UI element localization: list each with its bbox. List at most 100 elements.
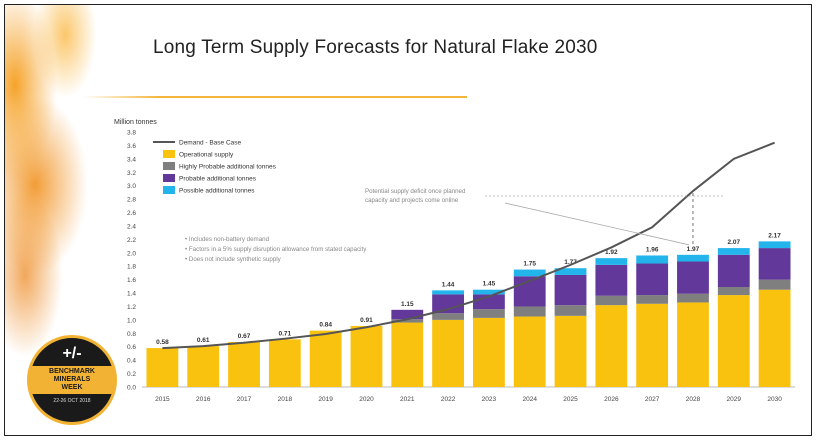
bar-segment — [432, 319, 465, 387]
bar-segment — [677, 261, 709, 294]
page-title: Long Term Supply Forecasts for Natural F… — [153, 37, 598, 58]
legend-label: Probable additional tonnes — [179, 176, 257, 183]
x-tick-label: 2026 — [604, 396, 619, 403]
y-tick-label: 3.2 — [127, 170, 136, 177]
x-tick-label: 2029 — [727, 396, 742, 403]
bar-segment — [513, 269, 546, 277]
bar-segment — [513, 306, 546, 317]
x-tick-label: 2024 — [522, 396, 537, 403]
bar-segment — [228, 342, 260, 387]
bar-segment — [472, 289, 505, 295]
bar-total-label: 1.97 — [687, 246, 700, 253]
bar-segment — [677, 254, 709, 262]
bar-total-label: 1.15 — [401, 301, 414, 308]
bar-total-label: 0.58 — [156, 339, 169, 346]
bar-segment — [554, 315, 587, 387]
bar-segment — [636, 263, 669, 296]
y-tick-label: 2.0 — [127, 250, 136, 257]
bar-segment — [432, 294, 465, 314]
x-tick-label: 2022 — [441, 396, 456, 403]
bar-segment — [472, 317, 505, 387]
bar-segment — [146, 348, 179, 387]
x-tick-label: 2023 — [482, 396, 497, 403]
demand-line — [162, 141, 775, 350]
legend-swatch — [163, 150, 175, 158]
y-tick-label: 1.4 — [127, 291, 136, 298]
y-tick-label: 0.8 — [127, 331, 136, 338]
y-tick-label: 1.6 — [127, 277, 136, 284]
x-tick-label: 2020 — [359, 396, 374, 403]
y-tick-label: 2.4 — [127, 223, 136, 230]
bar-segment — [717, 248, 750, 255]
bar-segment — [758, 279, 791, 290]
bar-total-label: 0.67 — [238, 333, 251, 340]
bar-total-label: 2.17 — [768, 232, 781, 239]
bar-segment — [513, 316, 546, 387]
bar-segment — [636, 303, 669, 387]
y-tick-label: 3.4 — [127, 156, 136, 163]
bar-total-label: 1.96 — [646, 246, 659, 253]
legend-swatch — [163, 162, 175, 170]
bar-segment — [554, 268, 587, 275]
benchmark-minerals-week-logo: +/- BENCHMARK MINERALS WEEK 22-26 OCT 20… — [27, 335, 117, 425]
chart-note: • Includes non-battery demand — [185, 236, 270, 243]
x-tick-label: 2025 — [563, 396, 578, 403]
bar-segment — [554, 274, 587, 306]
logo-band: BENCHMARK MINERALS WEEK — [30, 366, 114, 394]
x-tick-label: 2018 — [278, 396, 293, 403]
x-tick-label: 2028 — [686, 396, 701, 403]
title-divider — [83, 96, 467, 98]
x-tick-label: 2021 — [400, 396, 415, 403]
x-tick-label: 2030 — [767, 396, 782, 403]
bar-segment — [677, 293, 709, 303]
logo-line-3: WEEK — [61, 384, 83, 391]
y-tick-label: 1.8 — [127, 264, 136, 271]
deficit-annotation-line-2: capacity and projects come online — [365, 197, 459, 204]
bar-segment — [554, 305, 587, 316]
y-tick-label: 1.0 — [127, 317, 136, 324]
bar-total-label: 0.61 — [197, 337, 210, 344]
bar-total-label: 2.07 — [727, 239, 740, 246]
bar-total-label: 0.91 — [360, 317, 373, 324]
legend-swatch — [163, 174, 175, 182]
bar-segment — [432, 313, 465, 320]
y-tick-label: 3.6 — [127, 143, 136, 150]
logo-date: 22-26 OCT 2018 — [53, 398, 91, 404]
x-tick-label: 2027 — [645, 396, 660, 403]
bar-segment — [268, 339, 301, 387]
slide: Long Term Supply Forecasts for Natural F… — [4, 4, 812, 436]
bar-segment — [595, 295, 628, 306]
legend-label: Operational supply — [179, 152, 234, 159]
bar-segment — [391, 322, 424, 387]
bar-total-label: 1.92 — [605, 249, 618, 256]
bar-segment — [391, 319, 424, 323]
bar-total-label: 1.75 — [523, 261, 536, 268]
y-tick-label: 0.0 — [127, 385, 136, 392]
bar-segment — [636, 295, 669, 304]
bar-segment — [391, 309, 424, 320]
chart-note: • Factors in a 5% supply disruption allo… — [185, 246, 367, 253]
bar-total-label: 0.71 — [279, 330, 292, 337]
bar-segment — [595, 305, 628, 387]
bar-segment — [472, 309, 505, 318]
bar-segment — [717, 295, 750, 387]
x-tick-label: 2015 — [155, 396, 170, 403]
legend-label-demand: Demand - Base Case — [179, 140, 242, 147]
y-tick-label: 0.2 — [127, 371, 136, 378]
bar-segment — [595, 258, 628, 265]
x-tick-label: 2016 — [196, 396, 211, 403]
bar-segment — [758, 289, 791, 387]
logo-symbol: +/- — [62, 345, 82, 362]
bar-total-label: 0.84 — [319, 322, 332, 329]
y-tick-label: 3.8 — [127, 130, 136, 137]
y-tick-label: 3.0 — [127, 183, 136, 190]
legend-label: Highly Probable additional tonnes — [179, 164, 277, 171]
y-axis-title: Million tonnes — [114, 119, 157, 126]
bar-total-label: 1.44 — [442, 281, 455, 288]
bar-total-label: 1.77 — [564, 259, 577, 266]
deficit-annotation-line-1: Potential supply deficit once planned — [365, 188, 466, 195]
bar-segment — [187, 346, 220, 387]
legend-swatch — [163, 186, 175, 194]
chart-area: Million tonnes 0.0 0.2 0.4 0.6 0.8 1.0 1.2 1.4 1.… — [114, 119, 795, 403]
bar-segment — [432, 290, 465, 295]
